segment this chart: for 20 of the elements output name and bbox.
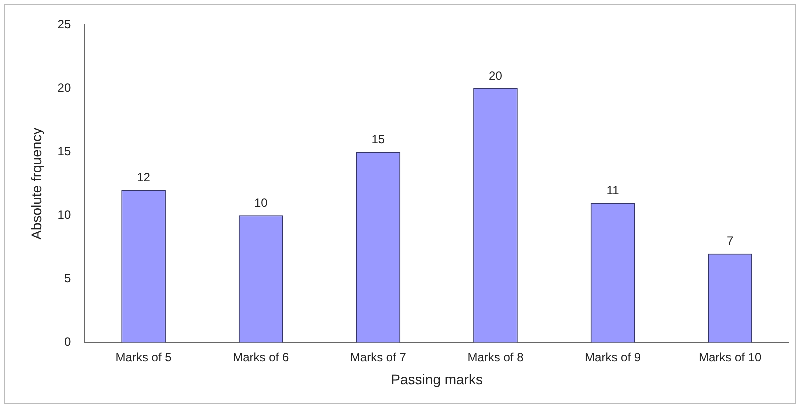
y-tick-label: 5	[64, 272, 72, 286]
x-tick-label: Marks of 6	[233, 350, 290, 364]
x-tick-label: Marks of 9	[585, 350, 642, 364]
y-tick-label: 15	[58, 144, 72, 158]
data-label: 10	[254, 196, 268, 210]
x-tick-label: Marks of 8	[468, 350, 524, 364]
x-tick-label: Marks of 7	[350, 350, 407, 364]
data-label: 15	[372, 132, 386, 146]
x-tick-label: Marks of 10	[698, 350, 762, 364]
x-axis-title: Passing marks	[391, 371, 483, 388]
y-tick-label: 10	[58, 208, 72, 222]
data-label: 20	[489, 68, 503, 83]
data-label: 12	[137, 170, 151, 185]
data-label: 7	[727, 234, 734, 248]
y-tick-label: 0	[64, 335, 72, 350]
y-tick-label: 20	[58, 80, 72, 95]
data-label: 11	[606, 183, 620, 198]
x-tick-label: Marks of 5	[116, 350, 172, 364]
y-tick-label: 25	[58, 17, 72, 32]
y-axis-title: Absolute frquency	[28, 128, 44, 240]
